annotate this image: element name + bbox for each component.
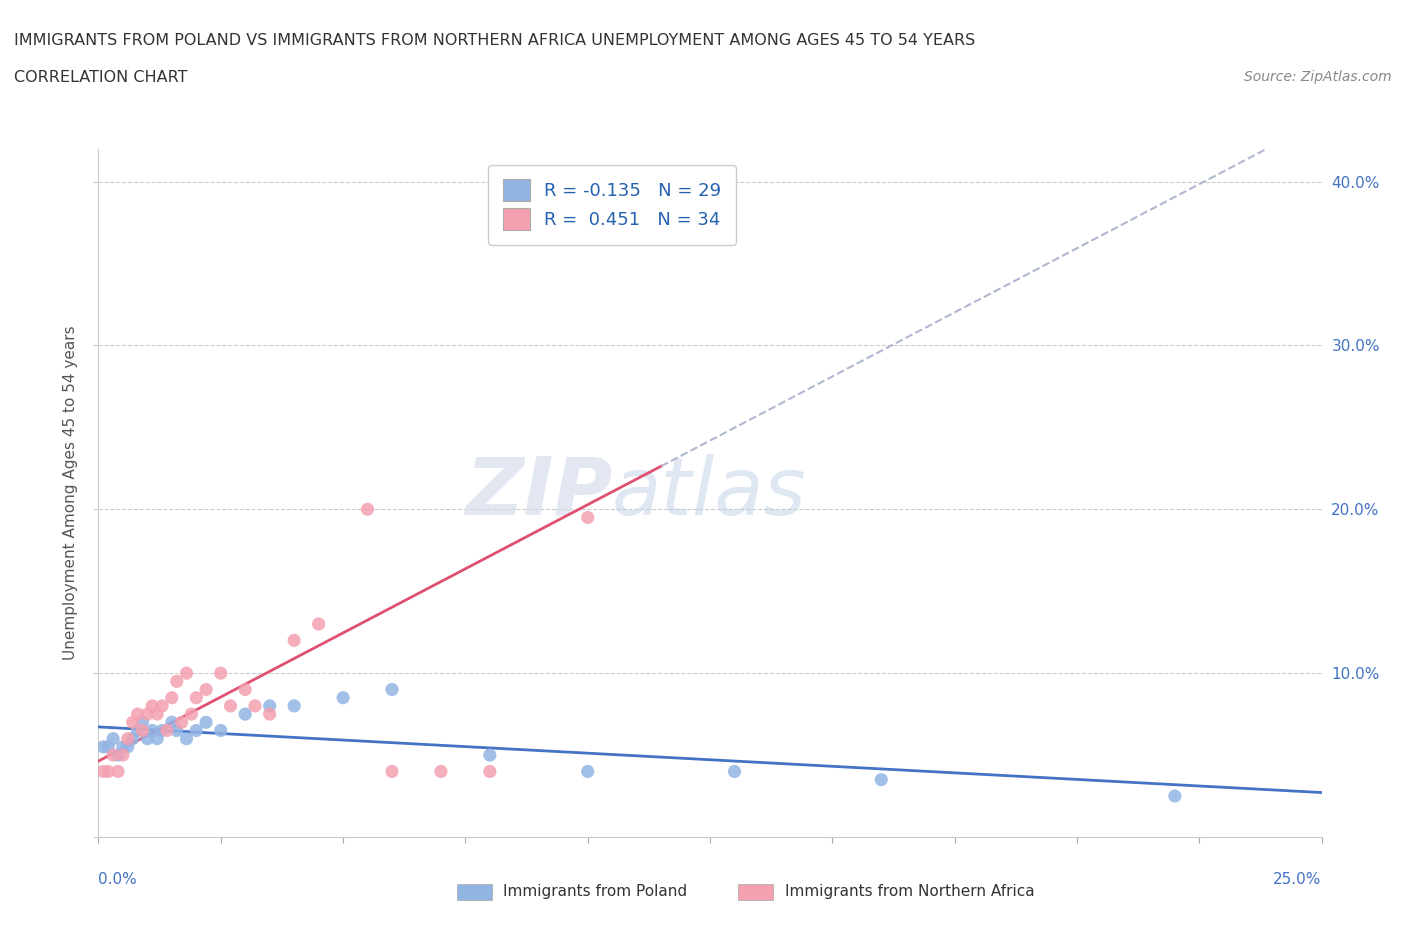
- Point: [381, 682, 404, 697]
- Point: [97, 764, 120, 779]
- Point: [259, 707, 281, 722]
- Text: 25.0%: 25.0%: [1274, 871, 1322, 886]
- Point: [870, 772, 893, 787]
- Point: [97, 739, 120, 754]
- Point: [107, 748, 129, 763]
- Point: [136, 731, 159, 746]
- Point: [478, 764, 501, 779]
- Point: [117, 731, 139, 746]
- Point: [131, 715, 153, 730]
- Point: [576, 764, 599, 779]
- Point: [308, 617, 330, 631]
- Point: [141, 723, 163, 737]
- Point: [141, 698, 163, 713]
- Point: [195, 715, 218, 730]
- Point: [356, 502, 378, 517]
- Point: [283, 698, 305, 713]
- Point: [170, 715, 193, 730]
- Point: [243, 698, 266, 713]
- Point: [111, 748, 134, 763]
- Point: [117, 739, 139, 754]
- Point: [160, 715, 183, 730]
- Point: [136, 707, 159, 722]
- Point: [233, 682, 256, 697]
- Point: [195, 682, 218, 697]
- Point: [160, 690, 183, 705]
- Text: 0.0%: 0.0%: [98, 871, 138, 886]
- Point: [186, 690, 208, 705]
- Point: [283, 633, 305, 648]
- Text: Immigrants from Poland: Immigrants from Poland: [503, 884, 688, 899]
- Point: [146, 707, 169, 722]
- Y-axis label: Unemployment Among Ages 45 to 54 years: Unemployment Among Ages 45 to 54 years: [63, 326, 77, 660]
- Point: [723, 764, 745, 779]
- Point: [166, 723, 188, 737]
- Point: [186, 723, 208, 737]
- Point: [1164, 789, 1187, 804]
- Point: [146, 731, 169, 746]
- Point: [478, 748, 501, 763]
- Point: [150, 698, 173, 713]
- Point: [430, 764, 453, 779]
- Text: IMMIGRANTS FROM POLAND VS IMMIGRANTS FROM NORTHERN AFRICA UNEMPLOYMENT AMONG AGE: IMMIGRANTS FROM POLAND VS IMMIGRANTS FRO…: [14, 33, 976, 47]
- Point: [381, 764, 404, 779]
- Point: [259, 698, 281, 713]
- Point: [101, 731, 124, 746]
- Point: [91, 739, 114, 754]
- Point: [233, 707, 256, 722]
- Point: [101, 748, 124, 763]
- Point: [180, 707, 202, 722]
- Text: atlas: atlas: [612, 454, 807, 532]
- Point: [127, 707, 149, 722]
- Point: [91, 764, 114, 779]
- Point: [121, 715, 143, 730]
- Text: Immigrants from Northern Africa: Immigrants from Northern Africa: [785, 884, 1035, 899]
- Point: [332, 690, 354, 705]
- Point: [107, 764, 129, 779]
- Point: [121, 731, 143, 746]
- Point: [209, 666, 232, 681]
- Point: [156, 723, 179, 737]
- Text: CORRELATION CHART: CORRELATION CHART: [14, 70, 187, 85]
- Text: Source: ZipAtlas.com: Source: ZipAtlas.com: [1244, 70, 1392, 84]
- Point: [219, 698, 242, 713]
- Point: [576, 510, 599, 525]
- Point: [209, 723, 232, 737]
- Point: [131, 723, 153, 737]
- Point: [111, 739, 134, 754]
- Point: [176, 731, 198, 746]
- Text: ZIP: ZIP: [465, 454, 612, 532]
- Point: [176, 666, 198, 681]
- Point: [150, 723, 173, 737]
- Point: [166, 674, 188, 689]
- Legend: R = -0.135   N = 29, R =  0.451   N = 34: R = -0.135 N = 29, R = 0.451 N = 34: [488, 165, 735, 245]
- Point: [650, 174, 672, 189]
- Point: [127, 723, 149, 737]
